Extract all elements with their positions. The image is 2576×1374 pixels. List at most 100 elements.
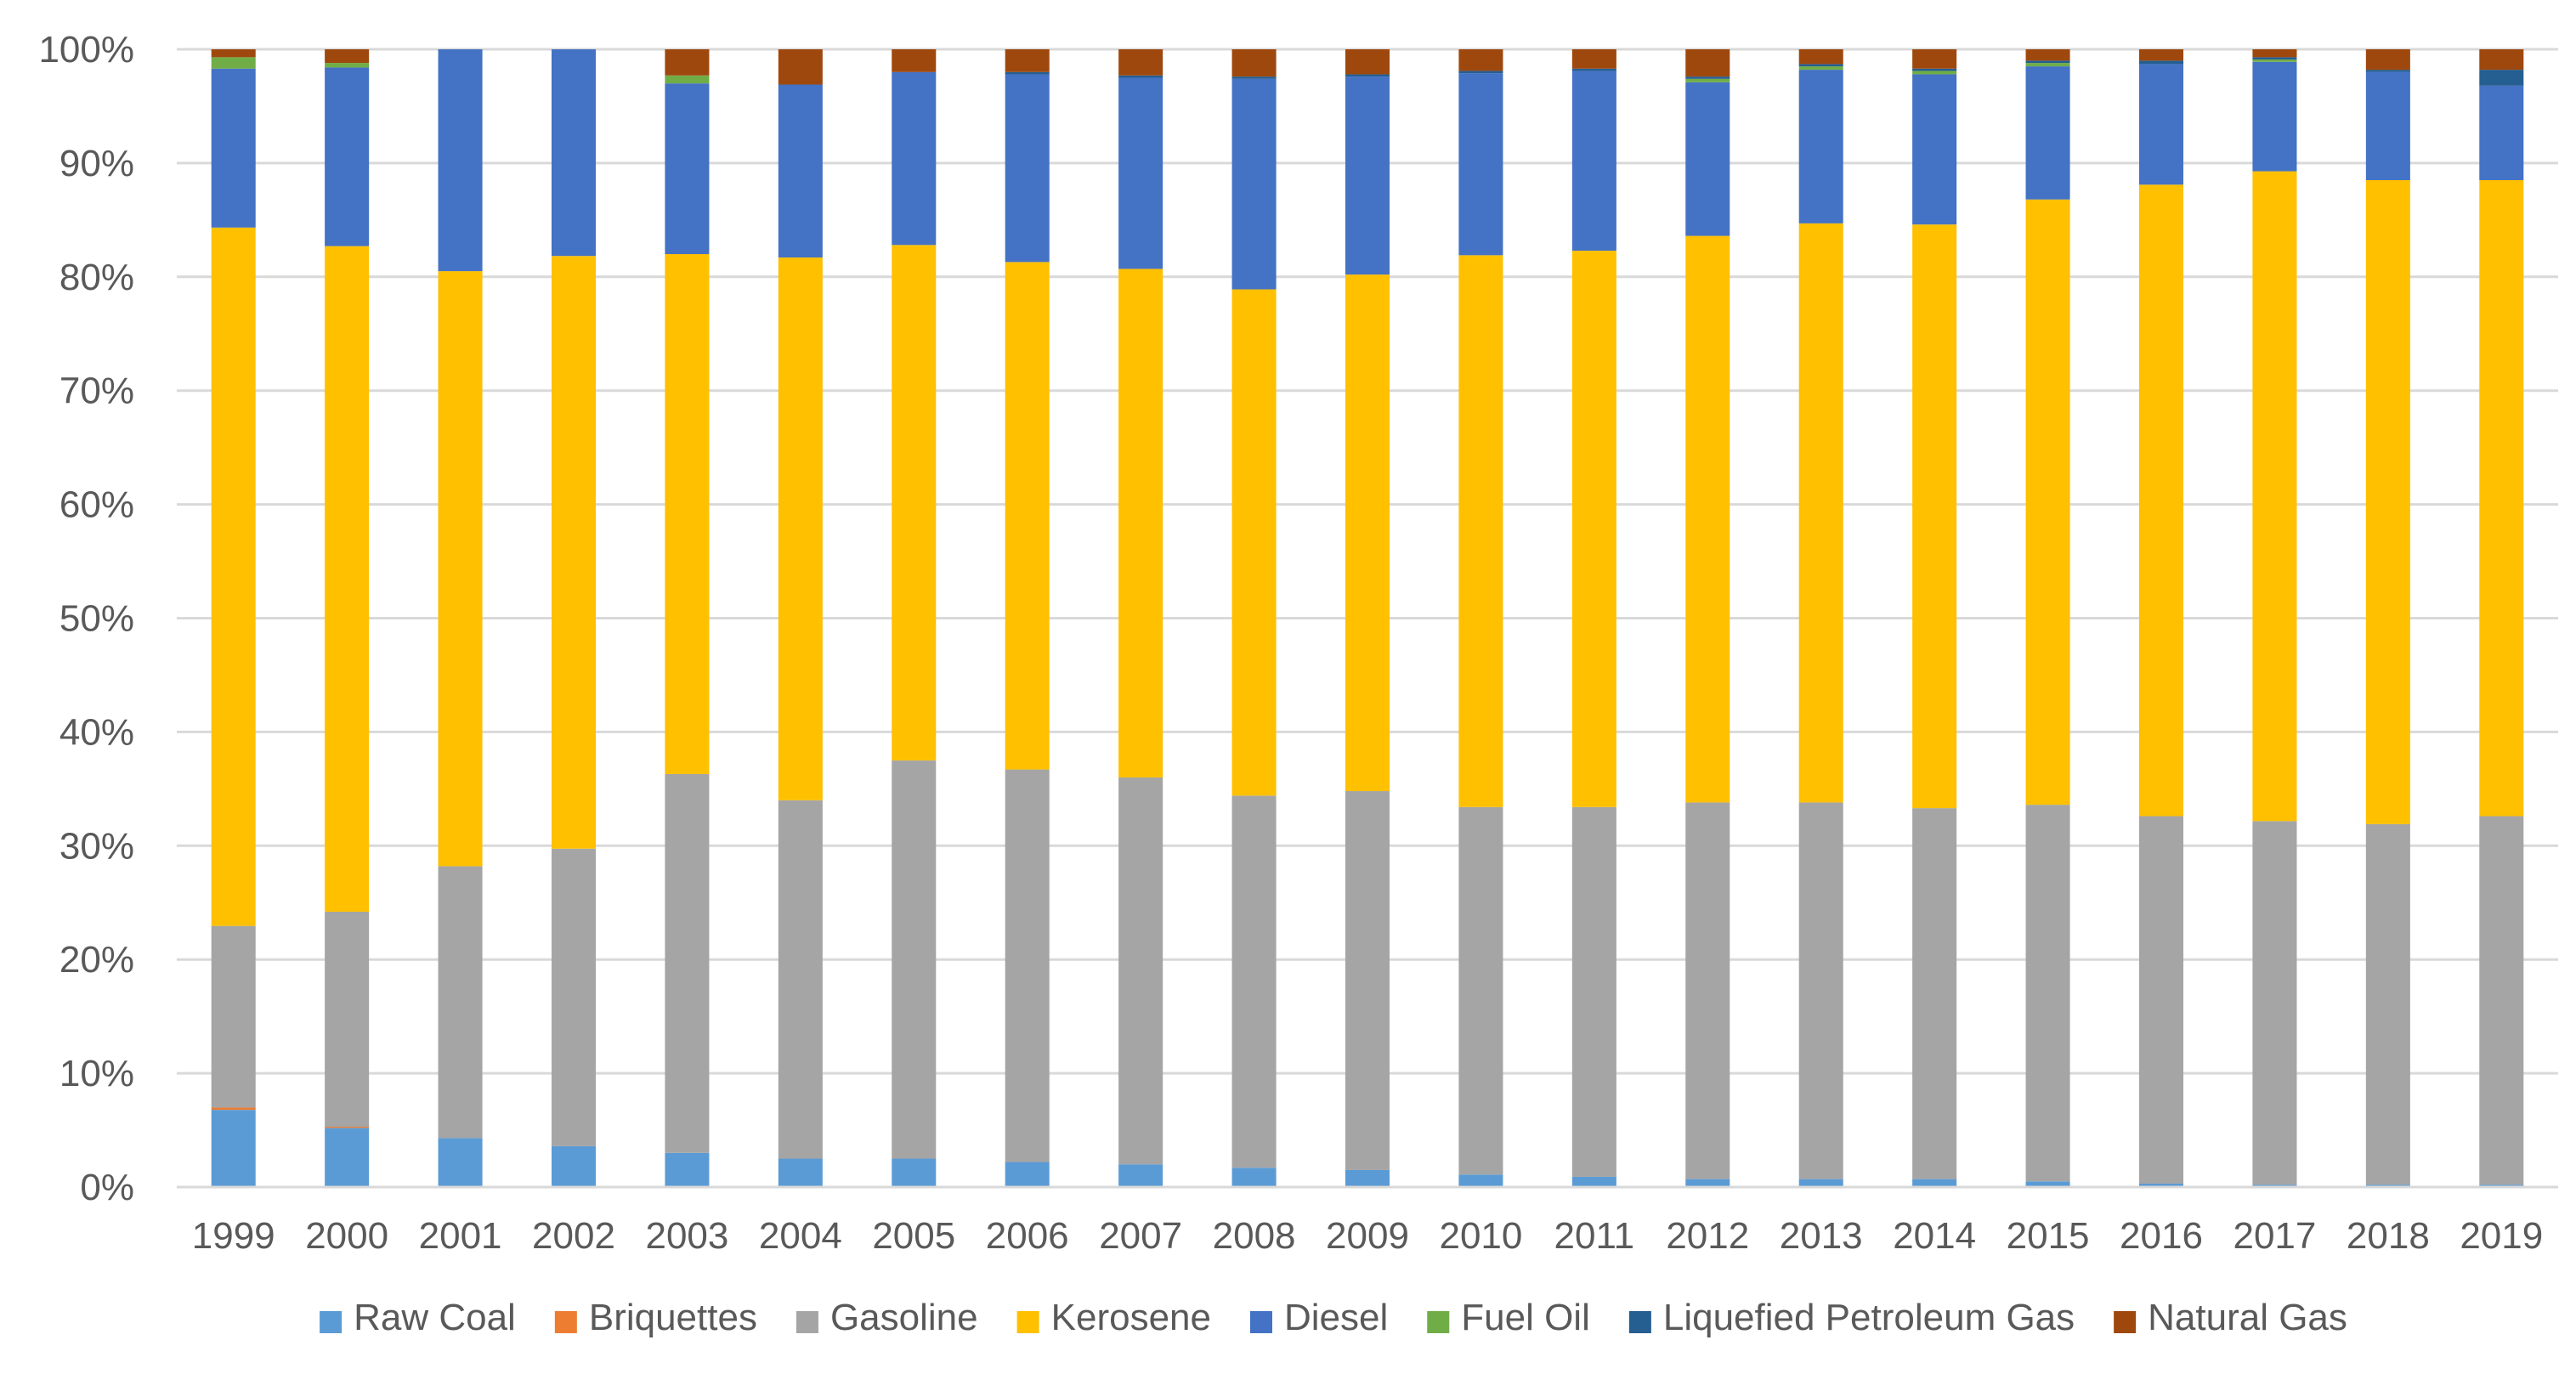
- bar-segment-kerosene: [1005, 262, 1050, 770]
- y-tick-label: 10%: [59, 1053, 134, 1094]
- legend-label: Raw Coal: [354, 1297, 516, 1338]
- bar-segment-fuel-oil: [2025, 63, 2070, 67]
- bar-segment-liquefied-petroleum-gas: [1231, 76, 1277, 79]
- y-tick-label: 40%: [59, 711, 134, 753]
- bar-segment-raw-coal: [1005, 1162, 1050, 1187]
- bar-segment-gasoline: [1005, 769, 1050, 1162]
- bar-segment-kerosene: [1571, 251, 1616, 807]
- bar-segment-kerosene: [892, 245, 937, 761]
- x-tick-label: 2011: [1554, 1215, 1635, 1257]
- bar-segment-kerosene: [1345, 274, 1390, 792]
- bar-segment-gasoline: [1458, 806, 1503, 1175]
- bar-segment-diesel: [778, 84, 823, 258]
- x-tick-label: 2005: [872, 1215, 955, 1257]
- bar-segment-kerosene: [2479, 179, 2524, 817]
- x-tick-label: 2002: [532, 1215, 615, 1257]
- bar-segment-raw-coal: [1685, 1179, 1730, 1187]
- x-tick-label: 2013: [1780, 1215, 1863, 1257]
- bar-segment-raw-coal: [665, 1152, 710, 1187]
- legend-label: Natural Gas: [2148, 1297, 2347, 1338]
- bar-segment-liquefied-petroleum-gas: [1458, 71, 1503, 74]
- x-tick-label: 2008: [1213, 1215, 1296, 1257]
- x-tick-label: 2014: [1893, 1215, 1976, 1257]
- legend-item-fuel-oil: Fuel Oil: [1427, 1297, 1590, 1338]
- x-tick-label: 2018: [2347, 1215, 2430, 1257]
- bar-segment-gasoline: [1231, 795, 1277, 1168]
- bar-segment-liquefied-petroleum-gas: [2365, 70, 2410, 72]
- legend-item-liquefied-petroleum-gas: Liquefied Petroleum Gas: [1628, 1297, 2075, 1338]
- bar-segment-liquefied-petroleum-gas: [1798, 64, 1843, 67]
- bar-segment-raw-coal: [1118, 1164, 1163, 1187]
- bar-segment-kerosene: [1231, 289, 1277, 796]
- bar-segment-gasoline: [2025, 805, 2070, 1182]
- bar-segment-diesel: [438, 49, 483, 272]
- bar-segment-natural-gas: [2479, 49, 2524, 71]
- x-axis-ticks: 1999 2000 2001 2002 2003 2004 2005 2006 2007 2008…: [192, 1215, 2543, 1257]
- legend-item-kerosene: Kerosene: [1016, 1297, 1211, 1338]
- bar-segment-diesel: [2252, 61, 2297, 172]
- bar-segment-natural-gas: [1118, 49, 1163, 76]
- bar-segment-natural-gas: [2365, 49, 2410, 71]
- bar-segment-natural-gas: [2138, 49, 2184, 61]
- bar-segment-raw-coal: [1231, 1168, 1277, 1187]
- bar-segment-raw-coal: [1458, 1174, 1503, 1187]
- bar-segment-natural-gas: [1005, 49, 1050, 72]
- y-tick-label: 90%: [59, 143, 134, 184]
- y-tick-label: 0%: [80, 1167, 134, 1208]
- bar-segment-raw-coal: [2025, 1181, 2070, 1187]
- x-tick-label: 2019: [2460, 1215, 2543, 1257]
- bar-segment-natural-gas: [1798, 49, 1843, 65]
- bar-segment-natural-gas: [892, 49, 937, 72]
- legend-swatch: [554, 1311, 577, 1333]
- bar-segment-diesel: [325, 67, 370, 246]
- bar-segment-gasoline: [438, 866, 483, 1139]
- bar-segment-fuel-oil: [2252, 59, 2297, 62]
- bar-segment-fuel-oil: [1685, 78, 1730, 82]
- legend-swatch: [795, 1311, 818, 1333]
- legend-swatch: [2114, 1311, 2137, 1333]
- bar-segment-raw-coal: [778, 1158, 823, 1187]
- y-tick-label: 100%: [38, 29, 134, 71]
- bar-segment-liquefied-petroleum-gas: [1571, 68, 1616, 71]
- bar-segment-gasoline: [665, 773, 710, 1153]
- bar-segment-gasoline: [2365, 823, 2410, 1185]
- bar-segment-gasoline: [1118, 777, 1163, 1165]
- bar-segment-gasoline: [1912, 808, 1957, 1179]
- bar-segment-natural-gas: [778, 49, 823, 85]
- legend-swatch: [1016, 1311, 1039, 1333]
- bar-segment-diesel: [1458, 73, 1503, 256]
- x-tick-label: 2012: [1666, 1215, 1749, 1257]
- bar-segment-kerosene: [778, 257, 823, 800]
- bar-segment-fuel-oil: [1912, 71, 1957, 75]
- bar-segment-diesel: [1685, 82, 1730, 236]
- bar-segment-liquefied-petroleum-gas: [2479, 70, 2524, 86]
- bar-segment-liquefied-petroleum-gas: [1345, 74, 1390, 77]
- bar-segment-kerosene: [325, 246, 370, 912]
- bar-segment-raw-coal: [1798, 1179, 1843, 1187]
- bar-segment-natural-gas: [1685, 49, 1730, 77]
- bar-segment-liquefied-petroleum-gas: [2025, 60, 2070, 64]
- bar-segment-raw-coal: [211, 1110, 256, 1187]
- bar-segment-natural-gas: [1912, 49, 1957, 69]
- bar-segment-kerosene: [2138, 184, 2184, 817]
- bar-segment-raw-coal: [1345, 1169, 1390, 1187]
- x-tick-label: 2015: [2007, 1215, 2090, 1257]
- bar-segment-liquefied-petroleum-gas: [1118, 75, 1163, 78]
- x-tick-label: 2000: [305, 1215, 388, 1257]
- bar-segment-diesel: [1118, 77, 1163, 269]
- x-tick-label: 2001: [419, 1215, 502, 1257]
- bar-segment-diesel: [2479, 85, 2524, 180]
- bar-segment-raw-coal: [1912, 1179, 1957, 1187]
- bar-segment-briquettes: [211, 1107, 256, 1111]
- bar-segment-kerosene: [1118, 269, 1163, 777]
- x-tick-label: 2017: [2233, 1215, 2316, 1257]
- bar-segment-diesel: [211, 68, 256, 228]
- legend-item-diesel: Diesel: [1249, 1297, 1388, 1338]
- bar-segment-kerosene: [1685, 235, 1730, 803]
- legend-item-gasoline: Gasoline: [795, 1297, 978, 1338]
- legend-label: Kerosene: [1051, 1297, 1211, 1338]
- bar-segment-gasoline: [1571, 806, 1616, 1177]
- bar-segment-briquettes: [325, 1127, 370, 1128]
- x-tick-label: 2009: [1326, 1215, 1409, 1257]
- bar-segment-natural-gas: [2252, 49, 2297, 58]
